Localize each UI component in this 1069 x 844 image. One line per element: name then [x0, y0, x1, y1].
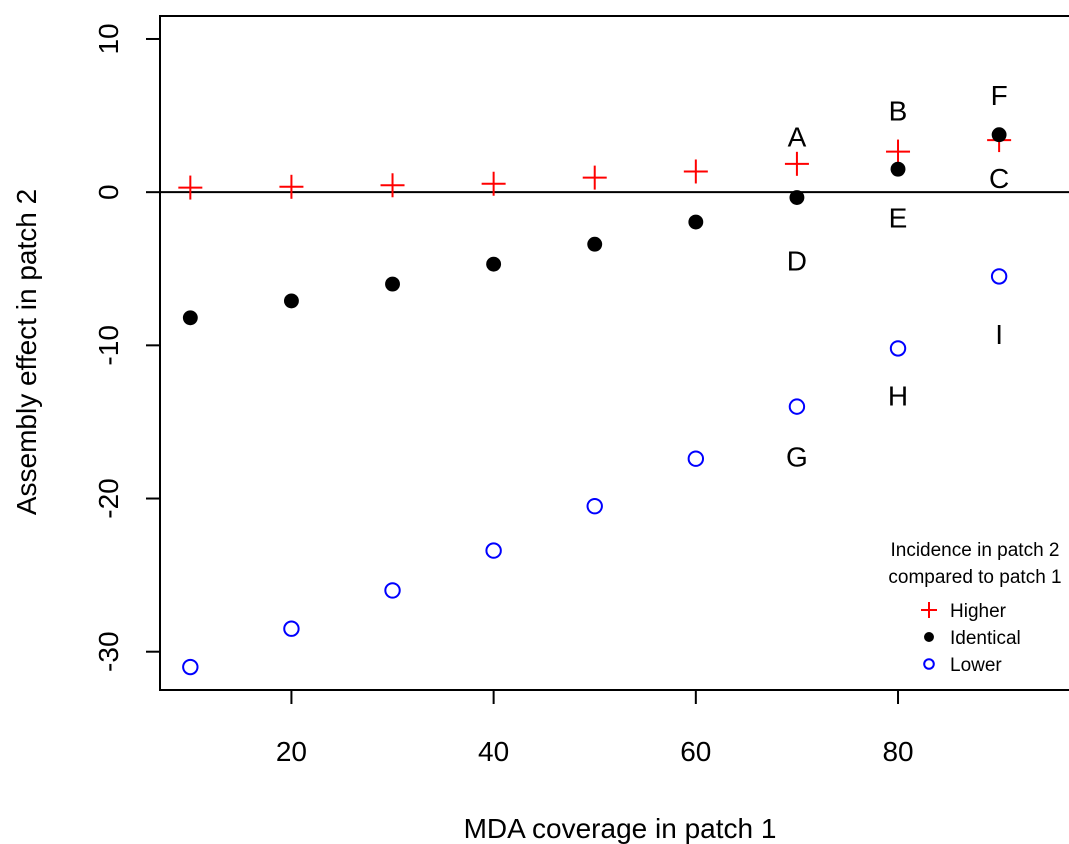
point-higher: [380, 173, 405, 198]
legend-label-higher: Higher: [950, 601, 1007, 622]
legend-title-line2: compared to patch 1: [888, 567, 1061, 588]
legend-marker-higher: [921, 602, 937, 618]
point-higher: [683, 159, 708, 184]
point-annotation: A: [788, 122, 807, 153]
y-tick-label: -20: [93, 478, 124, 518]
point-higher: [886, 139, 911, 164]
point-lower: [182, 658, 199, 676]
point-identical: [890, 161, 906, 177]
y-tick-label: 10: [93, 23, 124, 54]
point-annotation: B: [889, 95, 908, 126]
point-annotation: F: [991, 80, 1008, 111]
point-identical: [688, 214, 704, 230]
point-identical: [789, 190, 805, 205]
x-tick-label: 60: [680, 736, 711, 767]
point-identical: [385, 276, 400, 292]
x-tick-label: 40: [478, 736, 509, 767]
legend: Incidence in patch 2 compared to patch 1…: [888, 540, 1061, 676]
point-lower: [687, 450, 705, 467]
point-lower: [283, 620, 300, 637]
point-lower: [586, 497, 603, 515]
legend-marker-identical: [924, 632, 934, 642]
point-lower: [788, 398, 806, 415]
point-identical: [991, 127, 1007, 143]
plot-frame: [159, 15, 1069, 691]
legend-label-identical: Identical: [950, 628, 1021, 649]
point-higher: [481, 171, 506, 196]
y-tick-label: -30: [93, 631, 124, 671]
x-tick-label: 80: [882, 736, 913, 767]
point-identical: [283, 293, 299, 309]
y-axis-title: Assembly effect in patch 2: [11, 189, 42, 515]
point-lower: [384, 582, 401, 599]
point-identical: [486, 256, 502, 272]
point-higher: [279, 174, 304, 199]
point-lower: [889, 340, 907, 357]
point-annotation: C: [989, 163, 1009, 194]
point-annotation: I: [995, 319, 1003, 350]
x-axis-title: MDA coverage in patch 1: [464, 813, 777, 844]
point-lower: [485, 542, 502, 559]
point-higher: [178, 175, 203, 200]
y-tick-label: -10: [93, 325, 124, 365]
legend-box: [870, 533, 1069, 689]
point-identical: [587, 236, 603, 252]
y-tick-label: 0: [93, 184, 124, 200]
point-annotation: G: [786, 442, 808, 473]
point-annotation: H: [888, 380, 908, 411]
annotation-layer: A B F C E D I H G: [786, 80, 1009, 473]
legend-marker-lower: [923, 658, 935, 670]
point-lower: [990, 268, 1008, 285]
legend-title-line1: Incidence in patch 2: [890, 540, 1059, 561]
point-annotation: E: [889, 203, 908, 234]
point-annotation: D: [787, 246, 807, 277]
legend-label-lower: Lower: [950, 655, 1002, 676]
points-layer: [178, 127, 1012, 676]
x-tick-label: 20: [276, 736, 307, 767]
point-higher: [582, 165, 607, 190]
point-identical: [182, 310, 198, 326]
point-higher: [784, 151, 809, 176]
